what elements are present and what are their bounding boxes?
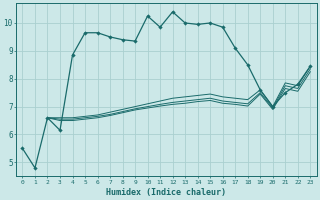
X-axis label: Humidex (Indice chaleur): Humidex (Indice chaleur): [106, 188, 226, 197]
